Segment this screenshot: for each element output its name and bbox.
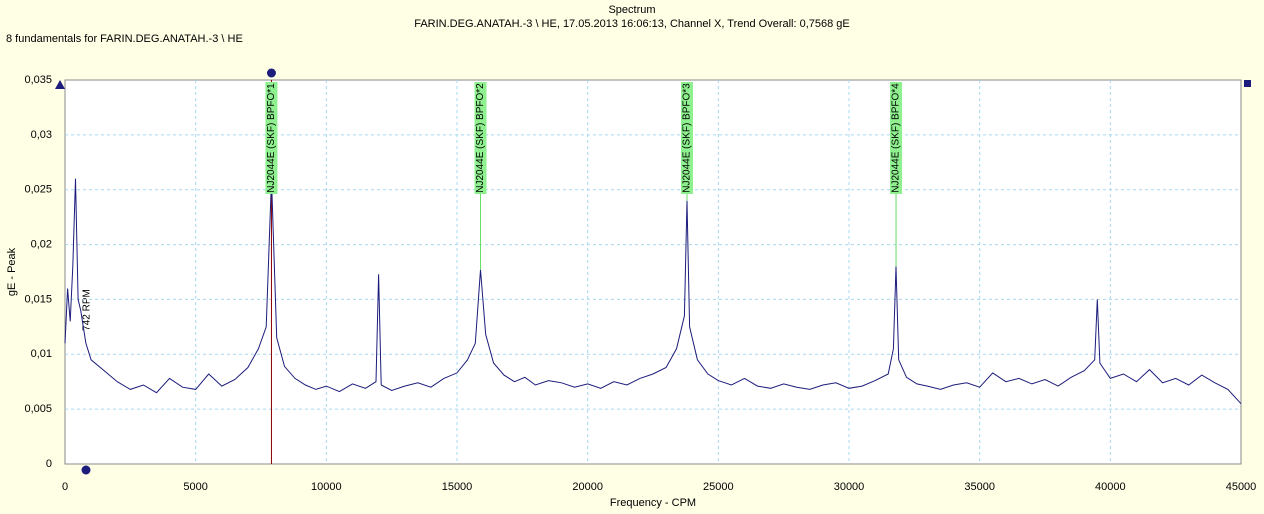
marker-box — [474, 82, 487, 194]
axis-marker — [55, 80, 65, 89]
y-tick-label: 0,03 — [31, 129, 52, 141]
marker-label: NJ2044E (SKF) BPFO*4 — [891, 83, 902, 193]
caption: 8 fundamentals for FARIN.DEG.ANATAH.-3 \… — [6, 33, 243, 45]
x-tick-label: 35000 — [964, 481, 995, 493]
y-tick-label: 0,025 — [24, 184, 52, 196]
y-tick-label: 0,02 — [31, 238, 52, 250]
y-tick-label: 0,01 — [31, 348, 52, 360]
x-tick-label: 10000 — [311, 481, 342, 493]
marker-label: NJ2044E (SKF) BPFO*3 — [682, 83, 693, 193]
x-tick-label: 20000 — [572, 481, 603, 493]
y-tick-label: 0 — [46, 458, 52, 470]
y-tick-label: 0,005 — [24, 403, 52, 415]
plot-area — [64, 79, 1242, 465]
chart-subtitle: FARIN.DEG.ANATAH.-3 \ HE, 17.05.2013 16:… — [414, 18, 850, 30]
marker-box — [890, 82, 903, 194]
x-tick-label: 45000 — [1226, 481, 1257, 493]
x-tick-label: 30000 — [834, 481, 865, 493]
x-tick-label: 0 — [62, 481, 68, 493]
cursor-marker — [81, 465, 91, 475]
x-tick-label: 5000 — [183, 481, 207, 493]
y-tick-label: 0,035 — [24, 74, 52, 86]
x-axis-label: Frequency - CPM — [610, 497, 696, 509]
marker-box — [680, 82, 693, 194]
marker-box — [265, 82, 278, 194]
axis-marker — [1244, 80, 1251, 87]
x-tick-label: 40000 — [1095, 481, 1126, 493]
x-tick-label: 25000 — [703, 481, 734, 493]
chart-title: Spectrum — [608, 4, 655, 16]
annotation: 742 RPM — [82, 289, 93, 331]
y-tick-label: 0,015 — [24, 293, 52, 305]
marker-label: NJ2044E (SKF) BPFO*1 — [266, 83, 277, 193]
y-axis-label: gE - Peak — [6, 247, 18, 296]
x-tick-label: 15000 — [442, 481, 473, 493]
cursor-marker — [266, 68, 276, 78]
spectrum-line — [64, 178, 1242, 405]
marker-label: NJ2044E (SKF) BPFO*2 — [475, 83, 486, 193]
